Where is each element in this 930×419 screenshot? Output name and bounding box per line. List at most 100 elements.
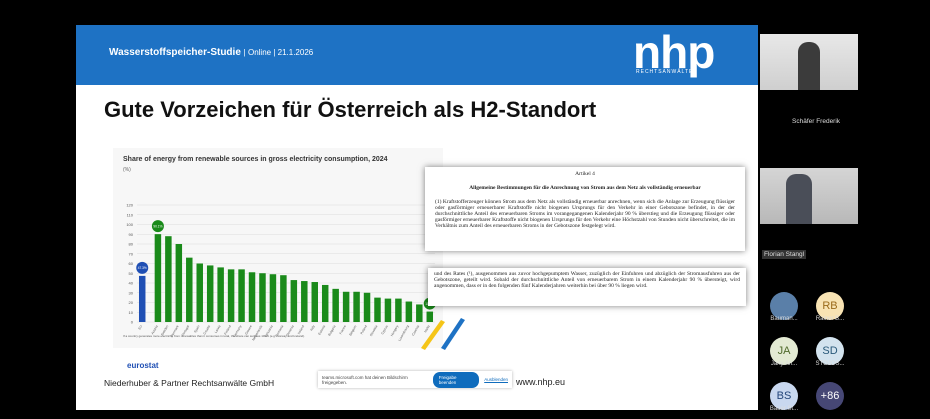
bar-italy [311, 282, 318, 322]
y-tick-label: 30 [129, 290, 134, 295]
participant-avatar[interactable]: BS [770, 382, 798, 410]
bar-poland [363, 292, 371, 322]
bar-denmark [175, 244, 183, 322]
participant-name: Bauer St... [769, 406, 799, 412]
participant-avatar[interactable]: RB [816, 292, 844, 320]
stop-sharing-button[interactable]: Freigabe beenden [432, 371, 480, 388]
bar-cyprus [384, 298, 392, 322]
x-tick-label: Denmark [170, 324, 180, 338]
x-tick-label: Poland [359, 324, 368, 335]
data-label: 47.3% [138, 266, 147, 270]
bar-belgium [353, 291, 360, 322]
eurostat-logo: eurostat [127, 361, 159, 370]
x-tick-label: Slovakia [369, 324, 379, 337]
article-heading: Allgemeine Bestimmungen für die Anrechnu… [469, 185, 701, 191]
bar-bulgaria [332, 288, 339, 322]
x-tick-label: Hungary [390, 324, 400, 337]
more-participants-button[interactable]: +86 [816, 382, 844, 410]
y-axis-label: (%) [123, 167, 131, 173]
x-tick-label: Estonia [317, 324, 326, 335]
bar-netherlands [259, 273, 266, 322]
logo-subtitle: RECHTSANWÄLTE [636, 69, 694, 75]
participant-video [798, 42, 820, 90]
x-tick-label: Croatia [202, 324, 211, 335]
chart-footnote: If a country generates more electricity … [123, 334, 305, 338]
participant-video [786, 174, 812, 224]
x-tick-label: Czechia [411, 324, 420, 336]
participant-name: Jany An... [770, 361, 798, 367]
bar-luxembourg [405, 301, 413, 322]
x-tick-label: Romania [274, 324, 284, 337]
x-tick-label: Belgium [348, 324, 357, 336]
hide-link[interactable]: Ausblenden [484, 377, 508, 382]
participant-name: Rainer B... [815, 316, 845, 322]
header-title: Wasserstoffspeicher-Studie | Online | 21… [109, 47, 314, 58]
bar-czechia [416, 304, 423, 322]
x-tick-label: Bulgaria [327, 324, 336, 336]
regulation-excerpt-2: und des Rates (¹), ausgenommen aus zuvor… [428, 268, 746, 306]
bar-lithuania [269, 274, 277, 322]
bar-eu [138, 275, 146, 322]
article-paragraph-1: (1) Kraftstofferzeuger können Strom aus … [435, 199, 735, 229]
bar-estonia [321, 284, 329, 322]
shared-slide: Wasserstoffspeicher-Studie | Online | 21… [76, 25, 758, 410]
x-tick-label: Luxembourg [397, 324, 409, 342]
slide-header: Wasserstoffspeicher-Studie | Online | 21… [76, 25, 758, 85]
bar-sweden [165, 236, 172, 322]
x-tick-label: Germany [232, 324, 242, 338]
y-tick-label: 100 [126, 222, 133, 227]
decorative-stripes [421, 318, 465, 350]
x-tick-label: Slovenia [285, 324, 295, 337]
x-tick-label: Portugal [181, 324, 191, 337]
bar-malta [426, 311, 434, 322]
y-tick-label: 40 [129, 281, 134, 286]
data-label-bubble [151, 220, 164, 233]
article-paragraph-2: und des Rates (¹), ausgenommen aus zuvor… [434, 271, 740, 289]
participant-name: Florian Stangl [762, 250, 807, 259]
slide-footer: Niederhuber & Partner Rechtsanwälte GmbH [104, 378, 275, 388]
y-tick-label: 50 [129, 271, 134, 276]
y-tick-label: 110 [127, 212, 134, 217]
video-tile-1[interactable] [760, 34, 858, 90]
screen-share-bar: teams.microsoft.com hat deinen Bildschir… [318, 371, 512, 388]
x-tick-label: Ireland [297, 324, 305, 335]
x-tick-label: Austria [150, 324, 159, 335]
bar-germany [238, 269, 245, 322]
y-tick-label: 120 [126, 203, 133, 208]
participant-name: Bauman... [770, 316, 798, 322]
participant-name: Schäfer Frederik [792, 118, 841, 125]
bar-spain [196, 263, 203, 322]
bar-austria [154, 234, 162, 322]
participant-avatar[interactable] [770, 292, 798, 320]
x-tick-label: France [339, 324, 348, 335]
bar-ireland [301, 281, 308, 322]
bar-france [342, 291, 350, 322]
x-tick-label: Cyprus [380, 324, 389, 335]
participant-avatar[interactable]: JA [770, 337, 798, 365]
participant-avatar[interactable]: SD [816, 337, 844, 365]
y-tick-label: 80 [129, 242, 134, 247]
y-tick-label: 0 [131, 320, 134, 325]
x-tick-label: Latvia [214, 324, 222, 334]
x-tick-label: Netherlands [251, 324, 263, 341]
y-tick-label: 60 [129, 261, 134, 266]
x-tick-label: Finland [223, 324, 232, 335]
bar-portugal [186, 257, 193, 322]
bar-romania [280, 275, 287, 322]
x-tick-label: Spain [193, 324, 201, 333]
y-tick-label: 70 [129, 251, 134, 256]
data-label-bubble [136, 261, 149, 274]
bar-slovenia [290, 280, 298, 322]
chart-plot: 0 10 20 30 40 50 60 70 80 90 100 110 120 EU 47.3% Austr… [126, 203, 436, 342]
bar-finland [227, 269, 235, 322]
video-tile-2[interactable] [760, 168, 858, 224]
participant-name: STOJOS... [815, 361, 845, 367]
article-number: Artikel 4 [575, 171, 595, 177]
chart-title: Share of energy from renewable sources i… [123, 156, 388, 163]
x-tick-label: Malta [423, 324, 430, 333]
x-tick-label: Sweden [160, 324, 169, 336]
y-tick-label: 20 [129, 300, 134, 305]
y-tick-label: 10 [129, 310, 134, 315]
bar-hungary [395, 298, 402, 322]
x-tick-label: EU [137, 324, 143, 330]
